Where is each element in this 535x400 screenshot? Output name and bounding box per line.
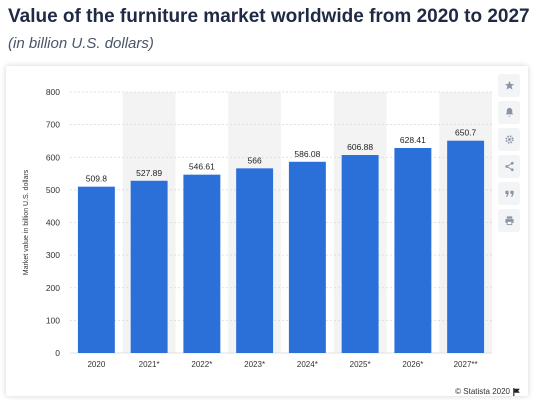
bar (236, 168, 274, 353)
y-tick-label: 0 (55, 348, 60, 358)
x-tick-label: 2026* (402, 360, 423, 369)
data-label: 606.88 (347, 142, 373, 152)
data-label: 586.08 (294, 149, 320, 159)
chart-title: Value of the furniture market worldwide … (8, 6, 530, 27)
bell-icon[interactable] (498, 101, 520, 124)
print-icon[interactable] (498, 209, 520, 232)
chart-panel: 0 100 200 300 400 500 600 700 800 Market value in… (6, 66, 528, 396)
bar (130, 180, 168, 353)
y-tick-label: 400 (46, 218, 60, 228)
bar (288, 161, 326, 353)
source-credit[interactable]: © Statista 2020 (455, 387, 521, 396)
data-label: 509.8 (86, 174, 108, 184)
x-tick-label: 2021* (139, 360, 160, 369)
y-tick-label: 800 (46, 87, 60, 97)
y-tick-label: 200 (46, 283, 60, 293)
data-label: 566 (248, 155, 262, 165)
chart-toolbar (498, 74, 522, 232)
data-label: 650.7 (455, 128, 477, 138)
y-axis-title: Market value in billion U.S. dollars (23, 169, 30, 275)
y-tick-label: 700 (46, 120, 60, 130)
x-tick-label: 2025* (350, 360, 371, 369)
bar-chart: 0 100 200 300 400 500 600 700 800 Market value in… (23, 87, 492, 369)
x-tick-label: 2020 (87, 360, 105, 369)
data-label: 546.61 (189, 162, 215, 172)
gear-icon[interactable] (498, 128, 520, 151)
data-label: 527.89 (136, 168, 162, 178)
star-icon[interactable] (498, 74, 520, 97)
y-tick-label: 500 (46, 185, 60, 195)
y-tick-label: 300 (46, 250, 60, 260)
bar (341, 155, 379, 353)
bar (447, 140, 485, 353)
bar (183, 174, 221, 353)
x-tick-label: 2027** (454, 360, 478, 369)
chart-subtitle: (in billion U.S. dollars) (8, 35, 154, 52)
share-icon[interactable] (498, 155, 520, 178)
quote-icon[interactable] (498, 182, 520, 205)
credit-text: © Statista 2020 (455, 387, 510, 396)
bar (394, 147, 432, 353)
data-label: 628.41 (400, 135, 426, 145)
y-tick-label: 100 (46, 315, 60, 325)
x-tick-label: 2022* (191, 360, 212, 369)
bar (77, 186, 115, 353)
x-tick-label: 2024* (297, 360, 318, 369)
flag-icon (513, 387, 521, 396)
y-tick-label: 600 (46, 152, 60, 162)
x-tick-label: 2023* (244, 360, 265, 369)
